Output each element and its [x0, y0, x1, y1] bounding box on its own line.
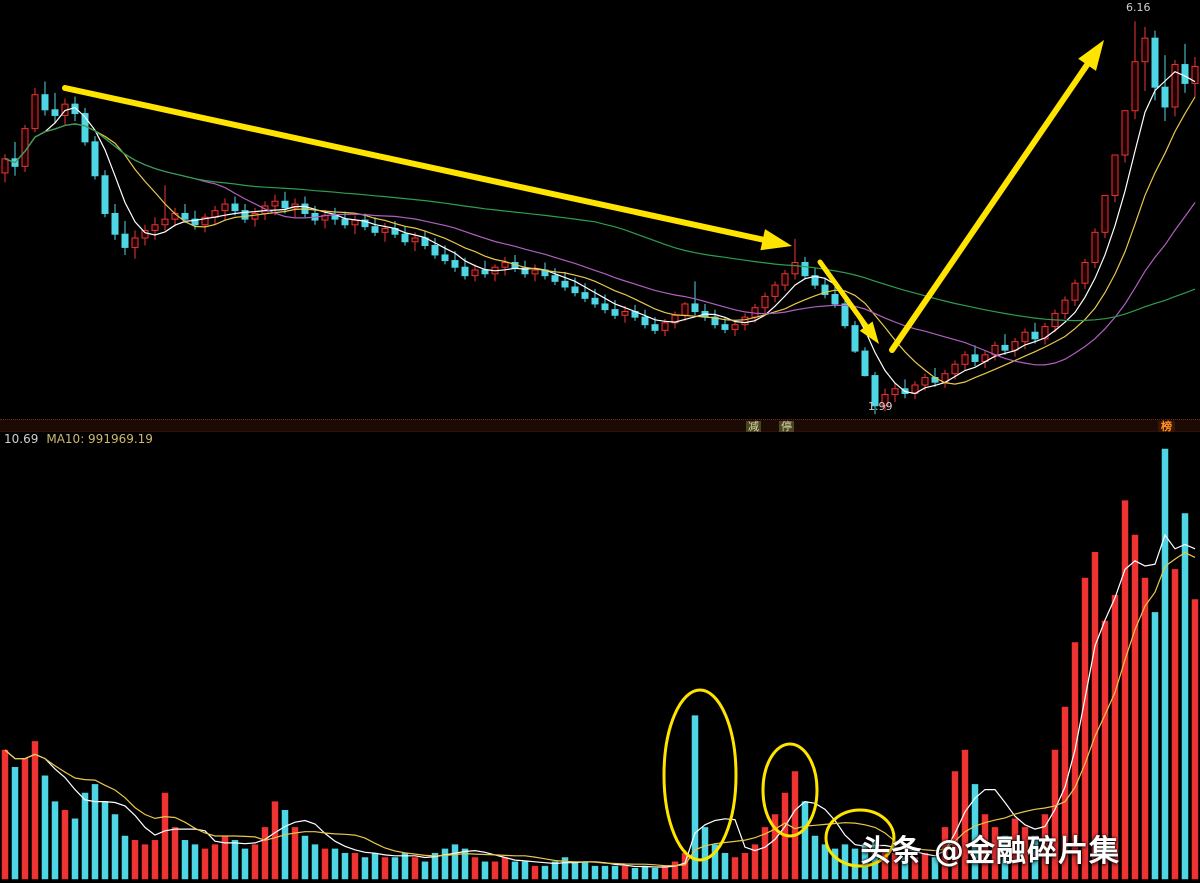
volume-ma5-line: [4, 533, 1196, 868]
volume-ma10-readout: MA10: 991969.19: [46, 432, 153, 446]
volume-indicator-header: 10.69 MA10: 991969.19: [4, 433, 153, 445]
volume-pane: [1, 448, 1199, 880]
event-mark-jian: 减: [746, 420, 761, 433]
pane-divider: 减 停 榜: [0, 419, 1200, 432]
annotation-ellipse-2: [761, 742, 819, 838]
annotation-arrowhead-2: [859, 321, 879, 344]
annotation-arrow-3: [889, 61, 1091, 353]
annotation-ellipse-1: [662, 688, 738, 862]
annotation-layer: [62, 40, 1104, 868]
high-price-label: 6.16: [1126, 1, 1151, 14]
annotation-arrowhead-3: [1078, 40, 1104, 71]
annotation-ellipse-3: [824, 808, 896, 868]
watermark: 头条 @金融碎片集: [861, 826, 1120, 870]
volume-ma10-line: [4, 551, 1196, 867]
price-ma60-line: [4, 123, 1196, 322]
annotation-arrow-1: [62, 85, 766, 243]
rank-button[interactable]: 榜: [1158, 421, 1175, 432]
low-price-label: 1.99: [868, 400, 893, 413]
annotation-arrow-2: [817, 259, 869, 329]
price-ma10-line: [4, 96, 1196, 385]
price-ma20-line: [4, 123, 1196, 366]
event-mark-ting: 停: [779, 420, 794, 433]
annotation-arrowhead-1: [760, 229, 792, 251]
watermark-text: 头条 @金融碎片集: [860, 834, 1120, 869]
volume-current-value: 10.69: [4, 432, 39, 446]
price-pane: [1, 21, 1199, 415]
